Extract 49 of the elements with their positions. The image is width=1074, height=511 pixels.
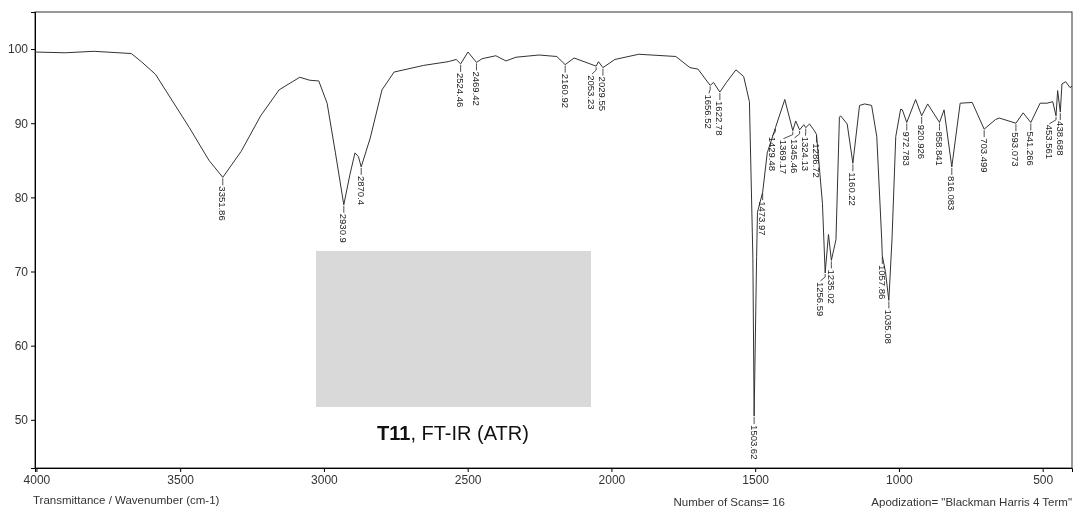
annotation: 2160.92 xyxy=(559,73,571,108)
annotation: 2930.9 xyxy=(338,213,350,243)
text: Apodization= "Blackman Harris 4 Term" xyxy=(871,496,1072,508)
annotation: 593.073 xyxy=(1010,132,1022,167)
x-tick-label: 3500 xyxy=(167,472,195,487)
annotation: 1473.97 xyxy=(757,201,769,236)
x-tick-label: 1000 xyxy=(886,472,914,487)
annotation: 1369.17 xyxy=(778,139,789,174)
annotation: 2053.23 xyxy=(586,75,598,110)
annotation: 438.688 xyxy=(1054,121,1066,156)
text: Number of Scans= 16 xyxy=(673,496,785,508)
annotation: 2469.42 xyxy=(470,71,482,106)
annotation: 972.783 xyxy=(901,131,913,166)
annotation: 541.266 xyxy=(1025,131,1037,166)
x-tick-label: 1500 xyxy=(742,472,770,487)
y-tick-label: 90 xyxy=(14,116,29,131)
x-tick-label: 2500 xyxy=(454,472,482,487)
annotation: 1622.78 xyxy=(714,101,726,136)
annotation: 1160.22 xyxy=(847,172,859,206)
annotation: 2524.46 xyxy=(455,72,467,108)
annotation: 1035.08 xyxy=(883,309,895,344)
y-tick-label: 100 xyxy=(7,42,29,57)
annotation: 2870.4 xyxy=(355,175,367,206)
annotation: 1503.62 xyxy=(748,425,760,460)
annotation: 1286.72 xyxy=(811,143,822,178)
annotation: 703.499 xyxy=(978,138,990,173)
annotation: 453.561 xyxy=(1043,124,1055,160)
x-tick-label: 3000 xyxy=(311,472,339,487)
annotation: 1429.48 xyxy=(767,136,778,172)
x-tick-label: 500 xyxy=(1033,472,1054,487)
y-tick-label: 70 xyxy=(14,264,29,279)
annotation: 858.841 xyxy=(934,131,946,166)
annotation: 1656.52 xyxy=(703,94,715,129)
annotation: 920.926 xyxy=(916,124,928,160)
annotation: 2029.55 xyxy=(597,76,609,111)
x-tick-label: 2000 xyxy=(598,472,626,487)
annotation: 1235.02 xyxy=(825,269,837,304)
x-tick-label: 4000 xyxy=(23,472,51,487)
y-tick-label: 50 xyxy=(14,413,29,428)
annotation: 816.083 xyxy=(946,175,958,211)
annotation: 1324.13 xyxy=(800,136,811,172)
annotation: 1256.59 xyxy=(814,282,826,317)
annotation: 3351.86 xyxy=(217,186,229,221)
y-tick-label: 60 xyxy=(14,339,29,353)
annotation: 1345.46 xyxy=(789,138,800,174)
x-axis-title: Transmittance / Wavenumber (cm-1) xyxy=(33,494,220,506)
annotation: 1057.86 xyxy=(876,264,888,300)
y-tick-label: 80 xyxy=(14,190,29,205)
annotation: T11, FT-IR (ATR) xyxy=(377,422,529,444)
